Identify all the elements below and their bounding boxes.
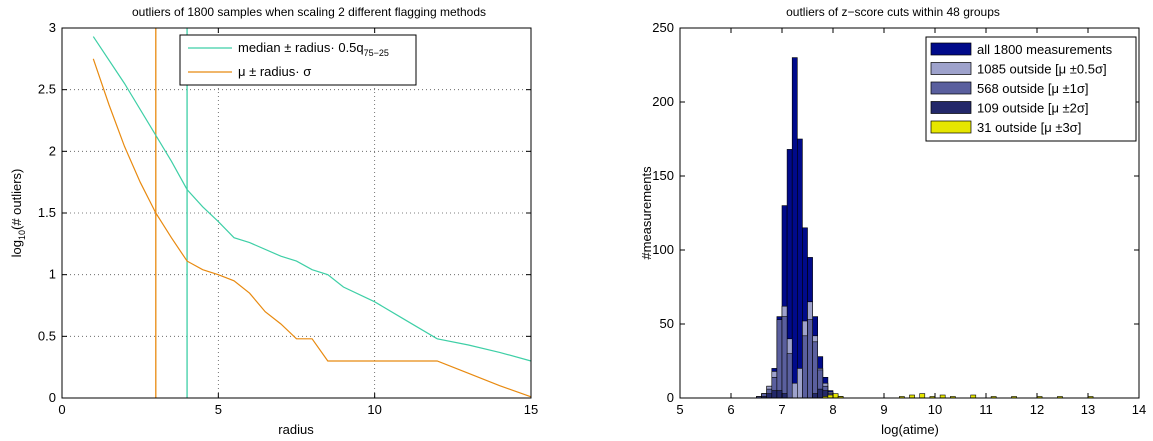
x-tick-label: 7	[778, 402, 785, 417]
series-lines	[92, 36, 532, 398]
series-line-mean	[92, 58, 532, 398]
histogram-bar	[796, 138, 803, 399]
axes-box	[679, 27, 1140, 399]
legend-label: 1085 outside [μ ±0.5σ]	[977, 62, 1107, 77]
histogram-bar	[796, 368, 803, 399]
histogram-bar	[791, 382, 798, 399]
y-tick-label: 2.5	[38, 82, 56, 97]
histogram-bar	[781, 393, 788, 399]
y-axis-label: log10(# outliers)	[9, 169, 27, 258]
histogram-chart: outliers of z−score cuts within 48 group…	[639, 5, 1146, 437]
series-line-median	[92, 36, 532, 362]
legend-label-median-subscript: 75−25	[364, 48, 389, 58]
y-axis-label-subscript: 10	[17, 230, 27, 240]
chart-title: outliers of z−score cuts within 48 group…	[786, 5, 1000, 19]
histogram-bar	[812, 393, 818, 399]
x-tick-label: 11	[979, 402, 993, 417]
plot-area	[62, 28, 531, 398]
x-tick-label: 8	[829, 402, 836, 417]
y-tick-label: 0	[667, 390, 674, 405]
y-tick-label: 50	[660, 316, 674, 331]
legend-label: 31 outside [μ ±3σ]	[977, 120, 1081, 135]
legend-swatch	[930, 120, 972, 134]
legend: all 1800 measurements 1085 outside [μ ±0.…	[925, 36, 1137, 142]
histogram-bar	[776, 319, 783, 399]
histogram-bar	[766, 393, 773, 399]
legend-label-mean: μ ± radius· σ	[238, 64, 311, 79]
legend-swatch	[930, 42, 972, 56]
y-ticks: 0 50 100 150 200 250	[652, 20, 1139, 405]
y-tick-label: 1	[49, 267, 56, 282]
y-tick-label: 3	[49, 20, 56, 35]
x-tick-label: 10	[367, 402, 381, 417]
legend-swatch	[930, 101, 972, 114]
y-tick-label: 1.5	[38, 205, 56, 220]
legend: median ± radius· 0.5q75−25 μ ± radius· σ	[179, 34, 417, 86]
histogram-bar	[802, 335, 808, 399]
x-axis-label: radius	[278, 422, 314, 437]
y-ticks: 0 0.5 1 1.5 2 2.5 3	[38, 20, 531, 405]
line-chart: outliers of 1800 samples when scaling 2 …	[9, 5, 538, 437]
y-tick-label: 250	[652, 20, 674, 35]
histogram-bar	[786, 353, 793, 399]
x-tick-label: 9	[880, 402, 887, 417]
y-tick-label: 2	[49, 143, 56, 158]
x-tick-label: 15	[524, 402, 538, 417]
y-tick-label: 200	[652, 94, 674, 109]
x-tick-label: 5	[215, 402, 222, 417]
x-tick-label: 14	[1132, 402, 1146, 417]
histogram-bar-tail	[919, 393, 926, 399]
x-tick-label: 0	[58, 402, 65, 417]
x-ticks: 0 5 10 15	[58, 28, 538, 417]
y-tick-label: 0	[49, 390, 56, 405]
x-axis-label: log(atime)	[881, 422, 939, 437]
histogram-bar	[812, 341, 818, 399]
x-tick-label: 10	[928, 402, 942, 417]
histogram-bar	[771, 390, 778, 399]
legend-label: 568 outside [μ ±1σ]	[977, 81, 1089, 96]
legend-label-median: median ± radius· 0.5q75−25	[238, 40, 389, 58]
legend-swatch	[930, 62, 972, 75]
histogram-bar	[776, 390, 783, 399]
y-tick-label: 100	[652, 242, 674, 257]
legend-label: 109 outside [μ ±2σ]	[977, 101, 1089, 116]
histogram-bar	[791, 57, 798, 399]
histogram-bar	[832, 393, 839, 399]
y-tick-label: 150	[652, 168, 674, 183]
x-tick-label: 6	[727, 402, 734, 417]
y-tick-label: 0.5	[38, 328, 56, 343]
legend-swatch	[930, 81, 972, 95]
legend-label: all 1800 measurements	[977, 42, 1113, 57]
legend-box	[179, 34, 417, 86]
grid	[62, 28, 531, 398]
x-tick-label: 5	[676, 402, 683, 417]
x-ticks: 5 6 7 8 9 10 11 12 13 14	[676, 28, 1146, 417]
x-tick-label: 12	[1030, 402, 1044, 417]
y-axis-label-rest: (# outliers)	[9, 169, 24, 230]
y-axis-label-main: log	[9, 240, 24, 257]
y-axis-label: #measurements	[639, 166, 654, 260]
histogram-bar	[807, 319, 813, 399]
x-tick-label: 13	[1081, 402, 1095, 417]
histogram-bar	[817, 388, 824, 399]
chart-title: outliers of 1800 samples when scaling 2 …	[132, 5, 486, 19]
histogram-bar	[781, 316, 788, 399]
